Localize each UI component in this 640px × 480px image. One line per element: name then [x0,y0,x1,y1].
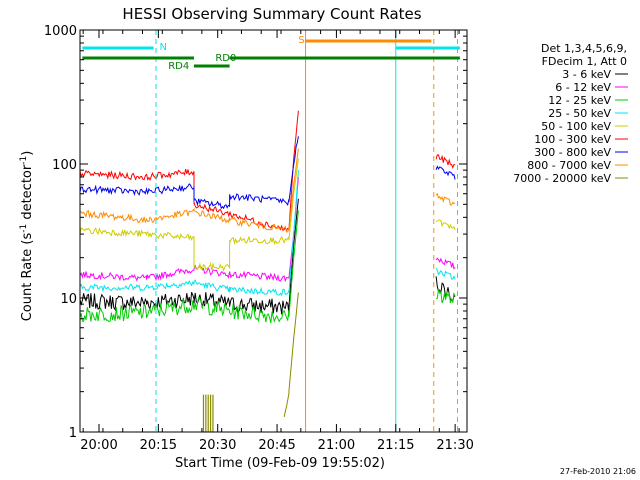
y-axis-label-main: Count Rate (s [20,233,35,322]
series-line-1-0 [79,176,299,283]
flag-label-rd4: RD4 [168,61,189,72]
flag-label-rd0: RD0 [215,53,236,64]
y-tick-label-3: 1000 [44,24,77,39]
legend-label-7: 800 - 7000 keV [527,159,611,172]
series-line-2-0 [79,210,299,324]
legend-label-1: 6 - 12 keV [555,81,611,94]
series-line-8-0 [283,292,299,417]
legend-label-3: 25 - 50 keV [548,107,611,120]
series-line-7-1 [435,192,456,206]
legend-header-line-2: FDecim 1, Att 0 [542,55,627,68]
x-axis-label: Start Time (09-Feb-09 19:55:02) [175,456,385,471]
series-line-3-0 [79,170,299,297]
legend-label-6: 300 - 800 keV [534,146,611,159]
x-tick-label-1: 20:15 [140,438,177,453]
y-axis-label-sup1: -1 [19,224,29,233]
legend-label-2: 12 - 25 keV [548,94,611,107]
y-axis-label: Count Rate (s-1 detector-1) [19,151,35,322]
legend-header-line-1: Det 1,3,4,5,6,9, [541,42,627,55]
x-tick-label-4: 21:00 [318,438,355,453]
series-line-1-1 [435,257,456,270]
chart-title: HESSI Observing Summary Count Rates [122,5,421,23]
y-tick-label-0: 1 [69,426,77,441]
x-tick-label-6: 21:30 [436,438,473,453]
flag-label-n: N [160,42,167,53]
plot-frame [79,29,468,433]
legend-label-0: 3 - 6 keV [562,68,611,81]
series-line-6-1 [435,165,456,180]
series-line-3-1 [435,267,456,280]
x-tick-label-5: 21:15 [377,438,414,453]
x-tick-label-0: 20:00 [80,438,117,453]
series-line-5-1 [435,154,456,169]
series-line-0-0 [79,198,299,315]
plot-timestamp: 27-Feb-2010 21:06 [560,467,636,476]
series-line-5-0 [79,110,299,232]
x-tick-label-3: 20:45 [258,438,295,453]
y-tick-label-1: 10 [60,292,77,307]
legend-label-8: 7000 - 20000 keV [513,172,611,185]
legend-label-4: 50 - 100 keV [541,120,611,133]
series-line-4-0 [79,158,299,272]
y-axis-label-end: ) [20,151,35,156]
legend-label-5: 100 - 300 keV [534,133,611,146]
y-axis-label-mid: detector [20,164,35,224]
series-line-7-0 [79,148,299,233]
y-axis-label-sup2: -1 [19,156,29,165]
series-line-4-1 [435,219,456,231]
y-tick-label-2: 100 [52,158,77,173]
plot-area: N S RD0 RD4 1 10 100 1000 20:00 20:15 20:30 20:45 21… [44,24,474,453]
series-line-6-0 [79,136,299,210]
x-tick-label-2: 20:30 [199,438,236,453]
flag-label-s: S [298,35,304,46]
series-line-2-1 [435,289,456,304]
